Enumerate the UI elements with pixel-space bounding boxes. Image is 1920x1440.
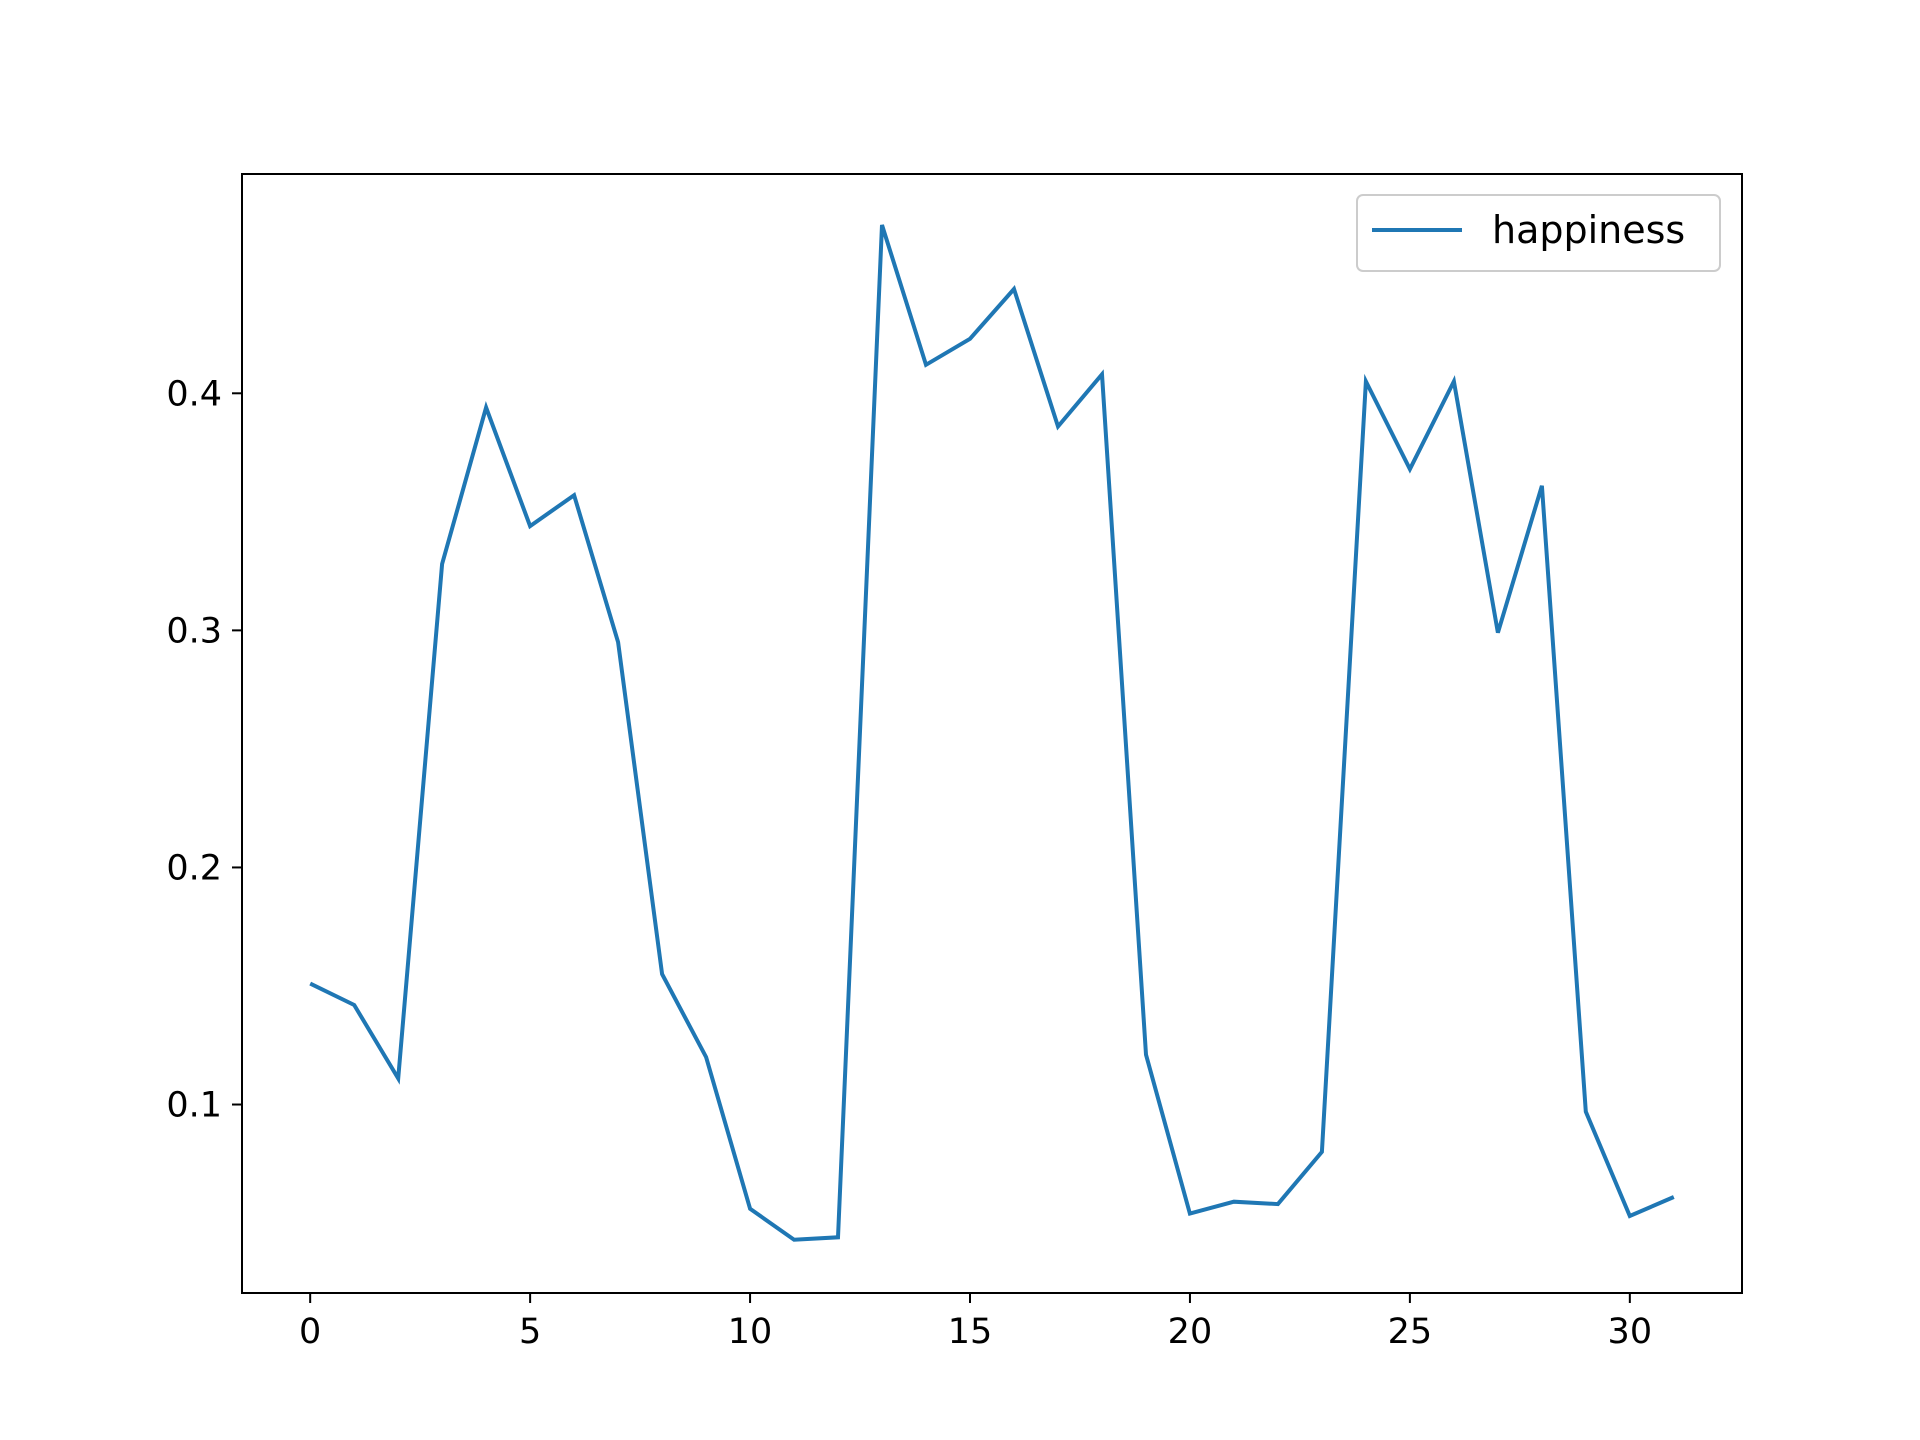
- x-tick-label: 25: [1388, 1312, 1433, 1352]
- x-tick-label: 30: [1608, 1312, 1653, 1352]
- y-axis: 0.1 0.2 0.3 0.4: [166, 374, 242, 1126]
- legend-label-happiness: happiness: [1492, 208, 1685, 252]
- legend-box: [1356, 194, 1721, 272]
- x-tick-label: 0: [299, 1312, 321, 1352]
- legend: happiness: [1356, 194, 1721, 272]
- y-tick-label: 0.3: [166, 611, 222, 651]
- x-tick-label: 20: [1168, 1312, 1213, 1352]
- y-tick-label: 0.1: [166, 1086, 222, 1126]
- y-tick-label: 0.2: [166, 848, 222, 888]
- plot-frame: [241, 173, 1743, 1294]
- x-tick-label: 15: [948, 1312, 993, 1352]
- series-line-happiness: [309, 224, 1675, 1242]
- x-tick-label: 5: [519, 1312, 541, 1352]
- x-tick-label: 10: [728, 1312, 773, 1352]
- y-tick-label: 0.4: [166, 374, 222, 414]
- series-layer: [309, 224, 1675, 1242]
- x-axis: 0 5 10 15 20 25 30: [299, 1293, 1652, 1352]
